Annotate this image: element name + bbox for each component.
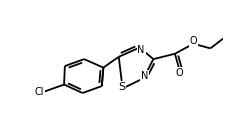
Text: O: O <box>190 36 197 46</box>
Text: N: N <box>137 45 145 55</box>
Text: N: N <box>141 71 149 81</box>
Text: O: O <box>176 68 184 78</box>
Text: Cl: Cl <box>35 87 44 97</box>
Text: S: S <box>118 82 125 92</box>
